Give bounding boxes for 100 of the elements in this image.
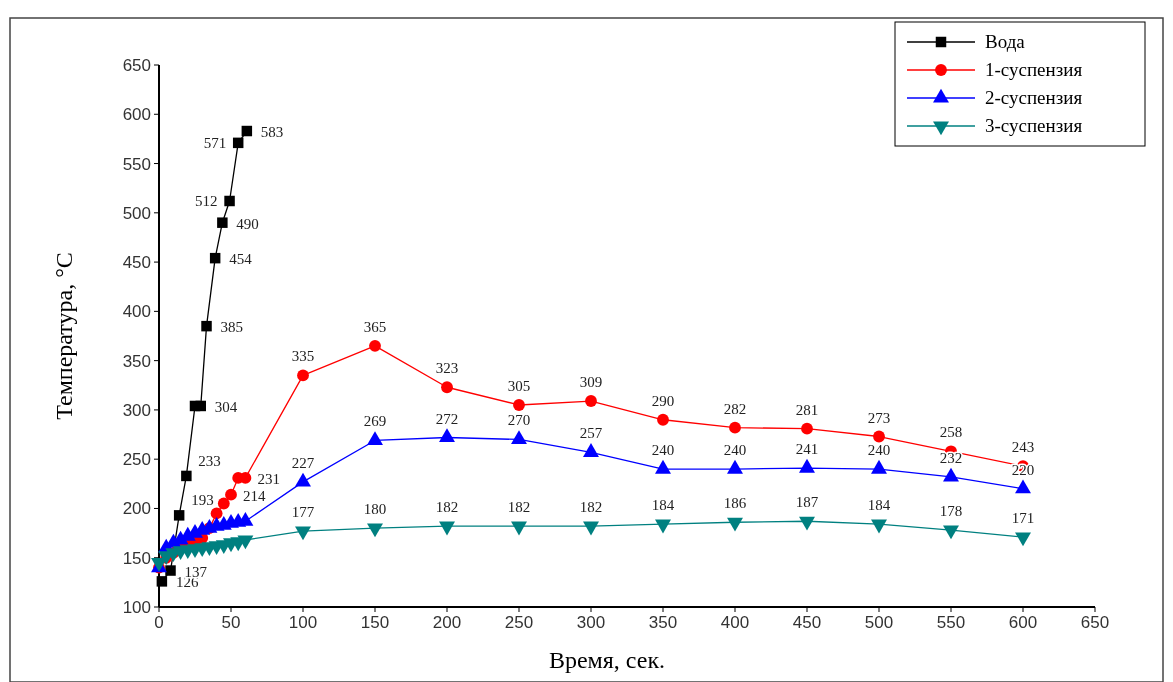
data-label: 269 bbox=[363, 413, 387, 430]
y-tick-label: 400 bbox=[122, 302, 151, 322]
data-label: 177 bbox=[291, 504, 315, 521]
data-label: 385 bbox=[220, 319, 244, 336]
point bbox=[799, 458, 815, 473]
data-label: 281 bbox=[795, 401, 819, 418]
data-label: 243 bbox=[1011, 439, 1035, 456]
point bbox=[181, 470, 192, 482]
point bbox=[367, 431, 383, 446]
y-tick-label: 550 bbox=[122, 154, 151, 174]
point bbox=[156, 576, 168, 587]
data-label: 257 bbox=[579, 425, 603, 442]
y-tick-label: 200 bbox=[122, 499, 151, 519]
point bbox=[583, 443, 599, 457]
x-tick-label: 450 bbox=[792, 613, 822, 632]
x-tick-label: 350 bbox=[648, 613, 678, 632]
data-label: 305 bbox=[507, 377, 531, 394]
data-label: 186 bbox=[723, 495, 747, 512]
point bbox=[729, 421, 741, 434]
data-label: 184 bbox=[651, 497, 675, 514]
x-tick-label: 200 bbox=[432, 613, 462, 632]
data-label: 241 bbox=[795, 441, 819, 458]
y-tick-label: 100 bbox=[122, 598, 151, 617]
data-label: 214 bbox=[243, 487, 266, 504]
data-label: 231 bbox=[257, 470, 280, 487]
y-tick-label: 500 bbox=[122, 203, 151, 223]
point bbox=[209, 252, 221, 264]
point bbox=[297, 369, 309, 382]
data-label: 182 bbox=[435, 499, 459, 516]
point bbox=[217, 497, 230, 510]
data-label: 180 bbox=[363, 501, 387, 518]
data-label: 290 bbox=[651, 392, 675, 409]
x-tick-label: 500 bbox=[864, 613, 894, 632]
data-label: 240 bbox=[723, 442, 747, 459]
data-label: 220 bbox=[1011, 461, 1035, 478]
data-label: 272 bbox=[435, 410, 459, 427]
point bbox=[441, 381, 453, 394]
y-axis-title: Температура, °C bbox=[51, 252, 77, 420]
legend-label: 3-суспензия bbox=[985, 115, 1083, 136]
data-label: 454 bbox=[229, 251, 253, 268]
y-tick-label: 650 bbox=[122, 56, 151, 75]
point bbox=[655, 459, 671, 474]
point bbox=[224, 195, 235, 207]
point bbox=[210, 507, 223, 520]
point bbox=[173, 510, 185, 521]
data-label: 304 bbox=[214, 398, 238, 415]
y-tick-label: 350 bbox=[122, 351, 151, 371]
data-label: 490 bbox=[236, 215, 259, 232]
point bbox=[217, 217, 228, 228]
data-label: 583 bbox=[260, 124, 284, 141]
x-tick-label: 550 bbox=[936, 613, 966, 632]
x-tick-label: 0 bbox=[154, 613, 164, 632]
point bbox=[439, 428, 455, 443]
data-label: 187 bbox=[795, 494, 819, 511]
point bbox=[873, 430, 885, 443]
data-label: 182 bbox=[507, 499, 531, 516]
data-label: 282 bbox=[723, 400, 747, 417]
point bbox=[1015, 479, 1031, 494]
point bbox=[195, 400, 206, 412]
x-tick-label: 150 bbox=[360, 613, 390, 632]
legend-label: 2-суспензия bbox=[985, 87, 1083, 108]
x-tick-label: 400 bbox=[720, 613, 750, 632]
x-tick-label: 100 bbox=[288, 613, 318, 632]
point bbox=[165, 565, 176, 576]
point bbox=[801, 422, 813, 435]
y-tick-label: 300 bbox=[122, 400, 151, 420]
data-label: 273 bbox=[867, 409, 891, 426]
y-tick-label: 250 bbox=[122, 450, 151, 470]
x-tick-label: 50 bbox=[221, 613, 241, 632]
point bbox=[657, 413, 669, 426]
point bbox=[225, 488, 237, 501]
data-label: 232 bbox=[939, 449, 963, 466]
point bbox=[369, 339, 381, 352]
data-label: 571 bbox=[203, 134, 227, 151]
data-label: 240 bbox=[867, 442, 891, 459]
data-label: 512 bbox=[195, 192, 218, 209]
point bbox=[727, 459, 743, 474]
point bbox=[295, 472, 311, 487]
point bbox=[232, 137, 244, 149]
y-tick-label: 600 bbox=[122, 105, 151, 125]
data-label: 233 bbox=[198, 452, 221, 469]
point bbox=[511, 430, 527, 445]
data-label: 227 bbox=[291, 454, 315, 471]
x-axis-title: Время, сек. bbox=[548, 647, 666, 673]
point bbox=[513, 399, 525, 411]
data-label: 178 bbox=[939, 503, 963, 520]
data-label: 270 bbox=[507, 412, 531, 429]
data-label: 309 bbox=[579, 374, 603, 391]
point bbox=[585, 395, 597, 407]
point bbox=[201, 320, 212, 332]
y-tick-label: 450 bbox=[122, 253, 151, 273]
data-label: 171 bbox=[1011, 510, 1035, 527]
point bbox=[871, 459, 887, 474]
data-label: 335 bbox=[291, 348, 315, 365]
legend-label: 1-суспензия bbox=[985, 59, 1083, 80]
x-tick-label: 300 bbox=[576, 613, 606, 632]
data-label: 240 bbox=[651, 442, 675, 459]
x-tick-label: 600 bbox=[1008, 613, 1038, 632]
data-label: 323 bbox=[435, 360, 459, 377]
data-label: 182 bbox=[579, 499, 603, 516]
